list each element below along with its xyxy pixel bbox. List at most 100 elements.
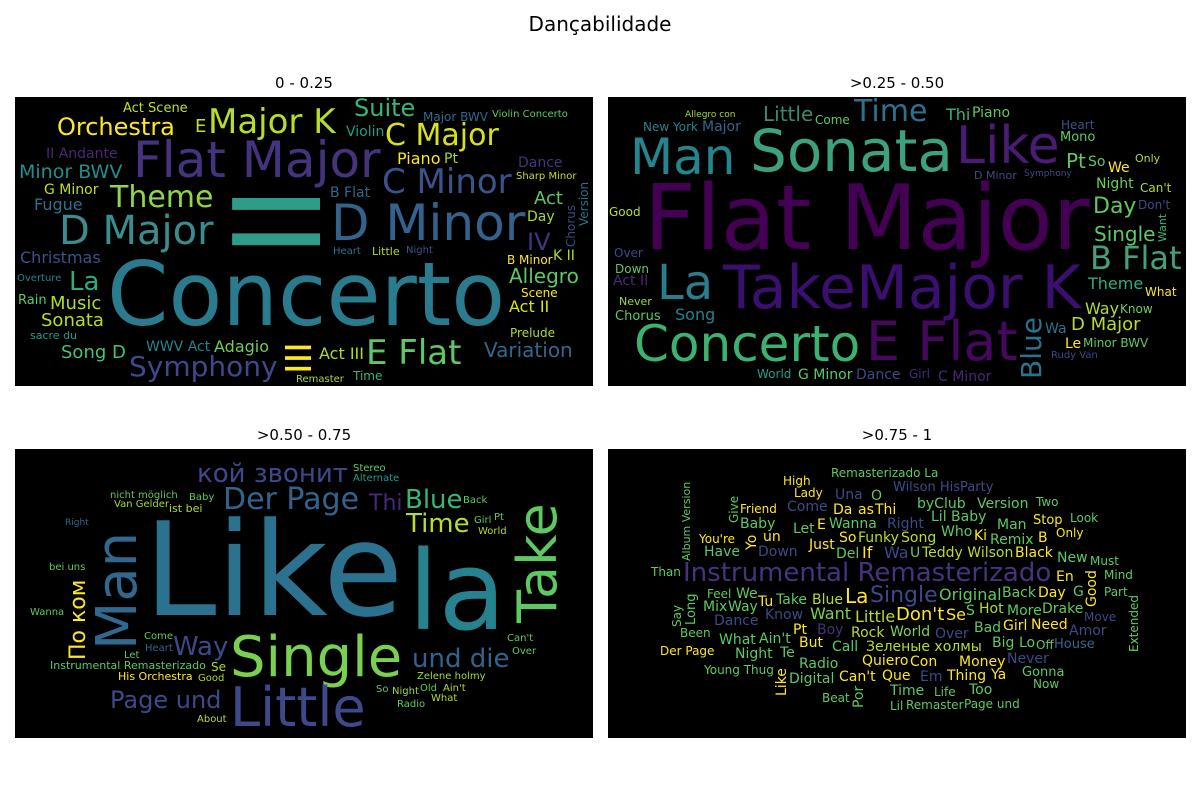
word: TakeMajor K <box>723 258 1081 318</box>
word: IV <box>527 230 551 254</box>
word: Down <box>615 263 649 275</box>
word: Amor <box>1069 624 1107 638</box>
word: Dance <box>714 614 759 628</box>
word: Have <box>704 545 740 559</box>
word: II Andante <box>46 147 118 161</box>
word: Rock <box>851 626 884 640</box>
word: B Flat <box>330 186 370 200</box>
word: Remasterizado La <box>831 467 938 479</box>
word: Can't <box>507 634 533 644</box>
word: Album Version <box>681 482 692 561</box>
word: Right <box>887 517 924 531</box>
word: Good <box>1085 570 1099 607</box>
word: III <box>282 342 318 374</box>
word: Del <box>836 547 859 561</box>
word: Little <box>372 246 400 257</box>
word: Se <box>946 607 966 623</box>
word: Over <box>935 627 969 641</box>
word: G Minor <box>798 368 852 382</box>
word: Girl <box>1003 619 1027 633</box>
word: Need <box>1031 618 1068 632</box>
word: Call <box>832 640 858 654</box>
word: Act Scene <box>123 102 188 115</box>
word: Zelene holmy <box>417 672 486 682</box>
word: Pt <box>444 152 458 166</box>
word: Major BWV <box>423 111 488 123</box>
word: G Minor <box>44 183 98 197</box>
word: Act II <box>613 274 648 288</box>
word: Ya <box>991 668 1006 682</box>
word: Wa <box>1045 322 1067 336</box>
word: Version <box>977 497 1028 511</box>
word: Never <box>619 296 652 307</box>
word: Hot <box>979 602 1004 616</box>
word: Mono <box>1060 131 1095 144</box>
word: Minor BWV <box>1083 337 1148 349</box>
word: S <box>966 604 975 618</box>
word: Suite <box>354 97 415 120</box>
word: Instrumental Remasterizado <box>683 560 1051 586</box>
word: Girl <box>909 368 930 380</box>
word: Baby <box>189 493 214 503</box>
word: Sonata <box>750 122 953 180</box>
word: Dance <box>856 368 901 382</box>
word: Black <box>1015 546 1053 560</box>
word: D Minor <box>331 198 525 248</box>
word: Thi <box>369 493 403 515</box>
word: Long <box>685 594 698 625</box>
word: Wilson HisParty <box>893 481 993 494</box>
word: Come <box>144 632 173 642</box>
word: Wanna <box>829 517 877 531</box>
word: D Minor <box>974 170 1017 181</box>
word: U <box>910 546 920 560</box>
word: Da <box>833 503 852 517</box>
word: New <box>1057 551 1088 565</box>
word: Song <box>901 531 936 545</box>
word: Lo <box>1019 636 1035 650</box>
word: Drake <box>1042 602 1083 616</box>
word: Too <box>969 683 992 697</box>
word: K II <box>553 249 575 263</box>
word: Concerto <box>107 251 505 339</box>
word: Way <box>728 600 758 614</box>
word: Right <box>65 519 89 528</box>
word: Ain't <box>759 632 791 646</box>
word: More <box>1007 604 1042 618</box>
word: Off <box>1036 639 1054 651</box>
word: En <box>1056 570 1074 584</box>
word: Radio <box>397 700 425 710</box>
word: Lil Baby <box>931 510 986 524</box>
word: Rain <box>18 294 47 307</box>
word: About <box>197 715 227 725</box>
word: Say <box>671 605 683 627</box>
word: Alternate <box>353 474 399 484</box>
word: Prelude <box>510 327 555 339</box>
word: bei uns <box>49 563 85 573</box>
word: Good <box>609 206 641 218</box>
word: Come <box>787 500 828 514</box>
word: Sonata <box>41 312 104 330</box>
word: Major K <box>208 105 336 139</box>
word: Now <box>1033 678 1059 690</box>
word: Night <box>406 246 433 256</box>
word: Thi <box>875 503 896 517</box>
word: la <box>408 536 506 646</box>
word: So <box>839 531 856 545</box>
word: un <box>763 530 781 544</box>
word: Yo <box>745 535 759 550</box>
word: Variation <box>484 340 573 360</box>
word: Song <box>675 307 715 323</box>
word: Big <box>992 636 1014 650</box>
word: E <box>817 518 826 532</box>
word: Like <box>144 505 403 635</box>
word: B Minor <box>507 254 553 266</box>
wordcloud-panel: II Concerto Flat Major D Minor D Major III C M… <box>15 97 593 386</box>
word: Little <box>763 104 813 124</box>
word: B <box>1038 531 1048 545</box>
word: You're <box>699 533 735 545</box>
word: Like <box>775 668 789 696</box>
word: Violin <box>346 125 384 139</box>
word: Se <box>211 661 226 673</box>
word: Der Page <box>660 645 714 657</box>
word: Minor BWV <box>19 163 122 182</box>
